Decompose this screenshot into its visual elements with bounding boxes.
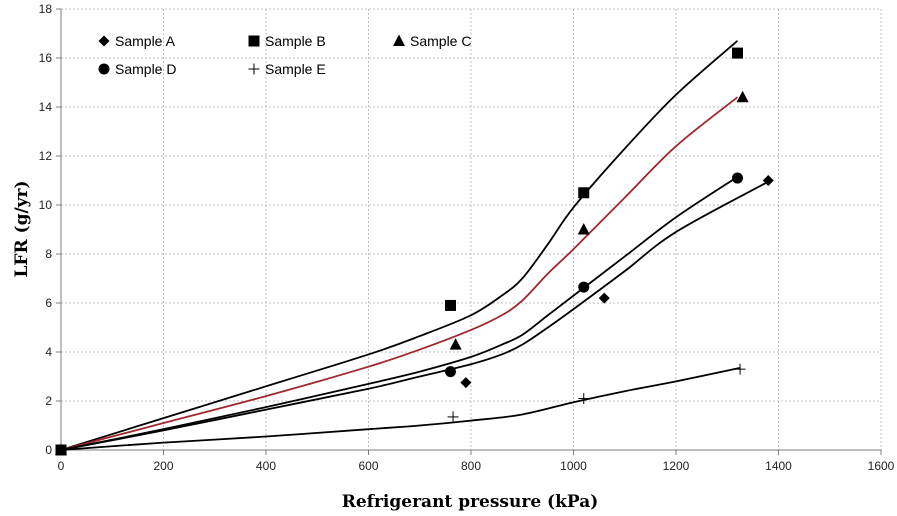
sample-d-point [732,172,743,184]
fit-curve-3 [60,176,738,451]
y-tick-label: 4 [45,345,52,359]
y-tick-label: 12 [39,149,53,163]
fit-curve-5 [60,367,741,451]
data-points [55,47,774,456]
legend-item-sample-b: Sample B [248,33,326,49]
sample-b-point [445,299,456,311]
x-tick-label: 600 [358,459,378,473]
fit-curve-4 [60,180,769,451]
sample-e-point [734,363,746,375]
x-tick-label: 800 [461,459,481,473]
legend-item-sample-d: Sample D [98,61,176,77]
legend-item-sample-c: Sample C [393,33,471,49]
x-tick-label: 1600 [868,459,895,473]
legend-label-sample-a: Sample A [115,33,176,49]
sample-e-point [578,393,590,405]
legend: Sample A Sample B Sample C Sample D Sample E [98,33,471,77]
legend-label-sample-e: Sample E [265,61,326,77]
x-axis-title: Refrigerant pressure (kPa) [342,492,599,512]
sample-a-point [460,377,472,389]
y-tick-label: 2 [45,394,52,408]
y-tick-label: 10 [39,198,53,212]
legend-marker-sample-b [248,35,260,47]
fit-curves [60,40,769,451]
sample-e-point [55,444,67,456]
axes: 0 200 400 600 800 1000 1200 1400 1600 0 2 4 6 8 10 12 14… [39,2,895,473]
sample-a-point [762,175,774,186]
grid [61,8,882,450]
legend-marker-sample-e [248,63,260,75]
y-tick-label: 0 [45,443,52,457]
sample-c-point [577,223,590,235]
y-tick-label: 8 [45,247,52,261]
fit-curve-2 [60,96,739,451]
legend-label-sample-d: Sample D [115,61,176,77]
sample-e-point [447,411,459,423]
x-tick-label: 200 [153,459,173,473]
legend-label-sample-c: Sample C [410,33,471,49]
sample-b-point [578,187,590,199]
y-axis-title: LFR (g/yr) [12,180,32,277]
sample-d-point [578,281,590,293]
x-tick-label: 1200 [663,459,690,473]
sample-a-point [598,292,610,304]
sample-b-point [732,47,743,59]
x-tick-label: 1000 [560,459,587,473]
sample-d-point [445,366,456,378]
legend-label-sample-b: Sample B [265,33,326,49]
legend-item-sample-a: Sample A [98,33,176,49]
y-tick-label: 6 [45,296,52,310]
legend-marker-sample-c [393,34,405,46]
x-tick-label: 1400 [765,459,792,473]
y-tick-label: 18 [39,2,53,16]
x-tick-label: 400 [256,459,276,473]
y-tick-label: 16 [39,51,53,65]
x-tick-label: 0 [58,459,65,473]
sample-c-point [736,90,749,103]
y-tick-label: 14 [39,100,53,114]
fit-curve-1 [60,40,739,451]
sample-c-point [449,338,462,350]
legend-marker-sample-d [98,63,110,75]
legend-marker-sample-a [98,35,110,47]
legend-item-sample-e: Sample E [248,61,326,77]
